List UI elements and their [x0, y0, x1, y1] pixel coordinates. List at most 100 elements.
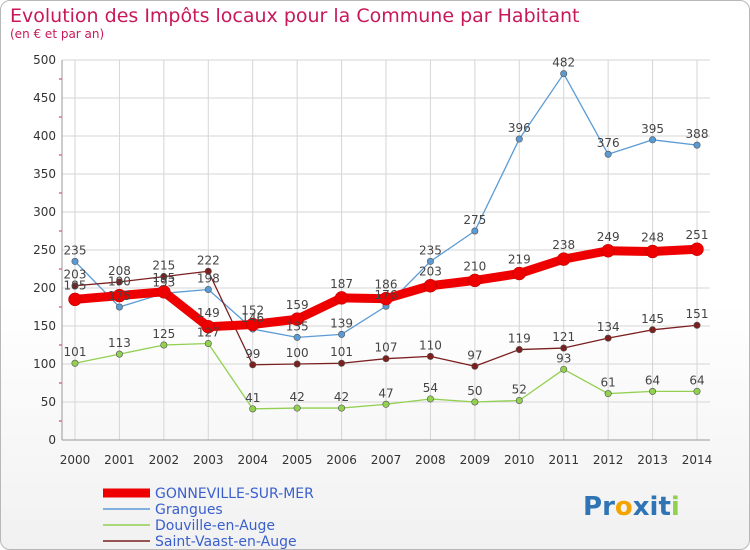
data-point-gonneville-sur-mer: [245, 317, 260, 332]
data-point-gonneville-sur-mer: [468, 273, 482, 288]
data-label-grangues: 395: [641, 122, 664, 136]
data-label-gonneville-sur-mer: 186: [375, 278, 398, 292]
data-label-gonneville-sur-mer: 152: [241, 303, 264, 317]
y-tick-label: 150: [33, 319, 56, 333]
chart-subtitle: (en € et par an): [10, 27, 104, 41]
x-tick-label: 2012: [593, 453, 624, 467]
x-tick-label: 2002: [149, 453, 180, 467]
legend-label-grangues: Grangues: [155, 502, 223, 518]
data-point-saint-vaast-en-auge: [471, 362, 479, 370]
data-label-gonneville-sur-mer: 219: [508, 253, 531, 267]
y-tick-label: 100: [33, 357, 56, 371]
data-label-douville-en-auge: 52: [512, 382, 527, 396]
y-tick-label: 200: [33, 281, 56, 295]
data-label-saint-vaast-en-auge: 145: [641, 312, 664, 326]
data-label-gonneville-sur-mer: 238: [552, 238, 575, 252]
y-tick-label: 350: [33, 167, 56, 181]
data-point-douville-en-auge: [204, 339, 212, 347]
data-point-grangues: [560, 70, 568, 78]
data-label-saint-vaast-en-auge: 100: [286, 346, 309, 360]
data-label-douville-en-auge: 54: [423, 381, 438, 395]
y-tick-label: 400: [33, 129, 56, 143]
data-label-grangues: 135: [286, 319, 309, 333]
data-label-saint-vaast-en-auge: 222: [197, 253, 220, 267]
y-tick-label: 250: [33, 243, 56, 257]
data-point-douville-en-auge: [604, 390, 612, 398]
x-tick-label: 2009: [460, 453, 491, 467]
data-point-douville-en-auge: [560, 365, 568, 373]
data-point-douville-en-auge: [649, 387, 657, 395]
data-point-gonneville-sur-mer: [690, 242, 704, 256]
data-point-gonneville-sur-mer: [201, 320, 216, 334]
data-point-gonneville-sur-mer: [556, 252, 571, 266]
data-point-douville-en-auge: [382, 400, 390, 408]
data-point-grangues: [426, 257, 434, 265]
legend-label-douville-en-auge: Douville-en-Auge: [155, 518, 275, 534]
data-point-grangues: [471, 227, 479, 235]
y-tick-label: 50: [41, 395, 56, 409]
legend-label-gonneville-sur-mer: GONNEVILLE-SUR-MER: [155, 486, 314, 502]
data-label-grangues: 193: [152, 275, 175, 289]
data-label-douville-en-auge: 42: [290, 390, 305, 404]
data-label-saint-vaast-en-auge: 215: [152, 259, 175, 273]
x-tick-label: 2011: [548, 453, 579, 467]
data-label-grangues: 235: [64, 243, 87, 257]
data-point-saint-vaast-en-auge: [604, 334, 612, 342]
data-label-gonneville-sur-mer: 195: [152, 271, 175, 285]
data-point-saint-vaast-en-auge: [515, 346, 523, 354]
data-point-grangues: [115, 303, 123, 311]
data-label-gonneville-sur-mer: 249: [597, 230, 620, 244]
data-label-saint-vaast-en-auge: 203: [64, 268, 87, 282]
data-point-gonneville-sur-mer: [512, 266, 527, 281]
data-label-douville-en-auge: 64: [689, 373, 704, 387]
data-point-grangues: [338, 330, 346, 338]
data-label-grangues: 175: [108, 289, 131, 303]
data-label-grangues: 482: [552, 56, 575, 70]
data-label-douville-en-auge: 127: [197, 325, 220, 339]
data-point-grangues: [204, 286, 212, 294]
y-tick-label: 0: [48, 433, 56, 447]
chart-title: Evolution des Impôts locaux pour la Comm…: [10, 5, 580, 27]
data-label-grangues: 139: [330, 316, 353, 330]
data-label-gonneville-sur-mer: 187: [330, 277, 353, 291]
data-label-douville-en-auge: 113: [108, 336, 131, 350]
data-point-douville-en-auge: [426, 395, 434, 403]
data-label-saint-vaast-en-auge: 151: [686, 307, 709, 321]
legend: GONNEVILLE-SUR-MERGranguesDouville-en-Au…: [103, 486, 314, 550]
x-tick-label: 2014: [682, 453, 713, 467]
data-point-saint-vaast-en-auge: [382, 355, 390, 363]
data-label-gonneville-sur-mer: 149: [197, 306, 220, 320]
data-label-saint-vaast-en-auge: 208: [108, 264, 131, 278]
series: [68, 70, 704, 413]
data-point-douville-en-auge: [115, 350, 123, 358]
data-label-douville-en-auge: 47: [378, 386, 393, 400]
data-label-saint-vaast-en-auge: 107: [375, 341, 398, 355]
x-tick-label: 2001: [104, 453, 135, 467]
data-point-saint-vaast-en-auge: [649, 326, 657, 334]
data-point-saint-vaast-en-auge: [71, 282, 79, 290]
data-point-gonneville-sur-mer: [379, 291, 393, 306]
data-label-gonneville-sur-mer: 185: [64, 278, 87, 292]
x-tick-label: 2013: [637, 453, 668, 467]
data-point-saint-vaast-en-auge: [115, 278, 123, 286]
data-point-gonneville-sur-mer: [157, 285, 171, 299]
data-label-douville-en-auge: 101: [64, 345, 87, 359]
legend-label-saint-vaast-en-auge: Saint-Vaast-en-Auge: [155, 534, 297, 550]
data-label-grangues: 235: [419, 243, 442, 257]
data-point-douville-en-auge: [693, 387, 701, 395]
y-tick-label: 500: [33, 53, 56, 67]
x-tick-label: 2003: [193, 453, 224, 467]
data-point-gonneville-sur-mer: [423, 278, 438, 293]
y-tick-label: 300: [33, 205, 56, 219]
proxiti-logo: Proxiti: [583, 492, 680, 522]
data-point-grangues: [515, 135, 523, 143]
data-point-saint-vaast-en-auge: [426, 352, 434, 360]
x-tick-label: 2006: [326, 453, 357, 467]
data-label-douville-en-auge: 125: [152, 327, 175, 341]
data-label-grangues: 396: [508, 121, 531, 135]
data-label-gonneville-sur-mer: 248: [641, 231, 664, 245]
data-label-grangues: 275: [463, 213, 486, 227]
